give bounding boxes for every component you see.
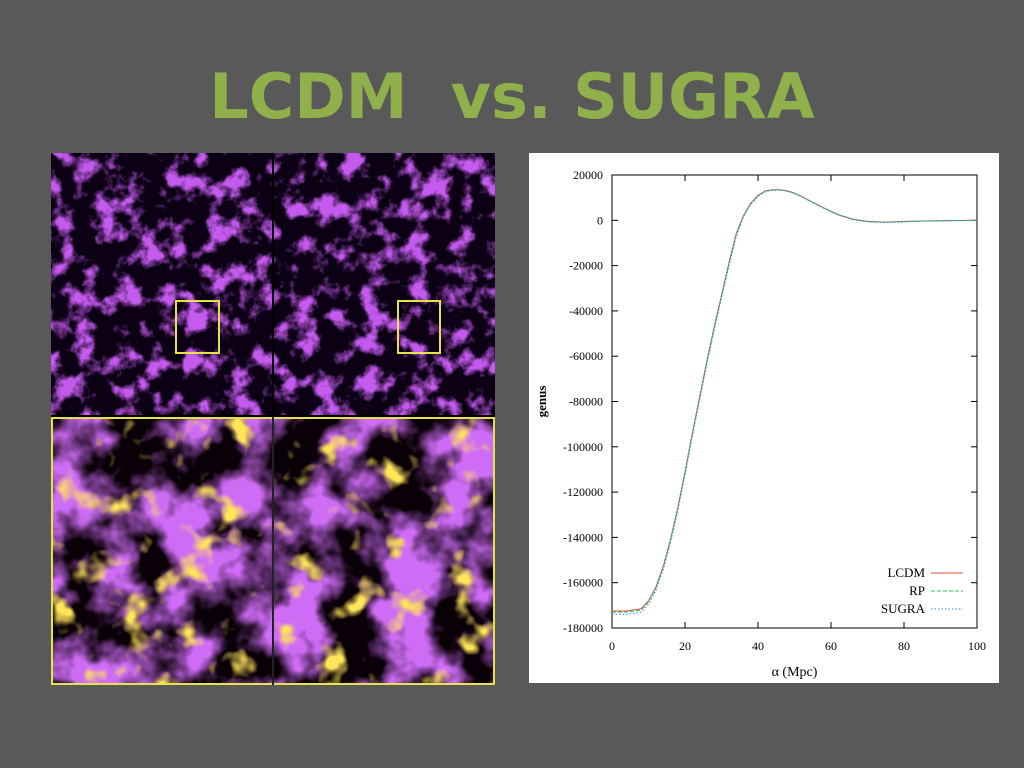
series-line-rp bbox=[612, 189, 978, 613]
series-line-sugra bbox=[612, 189, 978, 615]
y-tick-label: -140000 bbox=[563, 530, 603, 544]
legend-label-lcdm: LCDM bbox=[887, 565, 925, 580]
legend-label-sugra: SUGRA bbox=[881, 601, 926, 616]
x-tick-label: 80 bbox=[898, 639, 910, 653]
simulation-comparison-image bbox=[51, 153, 495, 685]
x-axis-label: α (Mpc) bbox=[772, 665, 818, 680]
x-axis-ticks: 0 20 40 60 80 100 bbox=[609, 175, 986, 653]
y-tick-label: 20000 bbox=[573, 168, 603, 182]
slide-title: LCDM vs. SUGRA bbox=[209, 60, 815, 133]
genus-plot: 20000 0 -20000 -40000 -60000 -80000 -100000 -12… bbox=[529, 153, 999, 683]
x-tick-label: 20 bbox=[679, 639, 691, 653]
series-lines bbox=[612, 189, 978, 615]
y-tick-label: -40000 bbox=[569, 304, 603, 318]
zoom-box-right bbox=[397, 300, 441, 354]
y-tick-label: -160000 bbox=[563, 576, 603, 590]
x-tick-label: 0 bbox=[609, 639, 615, 653]
y-tick-label: 0 bbox=[597, 213, 603, 227]
y-tick-label: -180000 bbox=[563, 621, 603, 635]
x-tick-label: 60 bbox=[825, 639, 837, 653]
cosmic-web-icon bbox=[51, 153, 495, 685]
y-axis-label: genus bbox=[534, 386, 549, 418]
zoom-box-left bbox=[175, 300, 220, 354]
y-tick-label: -20000 bbox=[569, 259, 603, 273]
x-tick-label: 40 bbox=[752, 639, 764, 653]
y-tick-label: -80000 bbox=[569, 395, 603, 409]
legend-label-rp: RP bbox=[909, 583, 925, 598]
genus-chart: 20000 0 -20000 -40000 -60000 -80000 -100000 -12… bbox=[534, 168, 986, 680]
y-tick-label: -100000 bbox=[563, 440, 603, 454]
x-tick-label: 100 bbox=[968, 639, 986, 653]
y-tick-label: -120000 bbox=[563, 485, 603, 499]
plot-frame bbox=[611, 174, 978, 629]
y-tick-label: -60000 bbox=[569, 349, 603, 363]
series-line-lcdm bbox=[612, 189, 978, 612]
y-axis-ticks: 20000 0 -20000 -40000 -60000 -80000 -100000 -12… bbox=[563, 168, 977, 635]
legend: LCDM RP SUGRA bbox=[881, 565, 963, 616]
